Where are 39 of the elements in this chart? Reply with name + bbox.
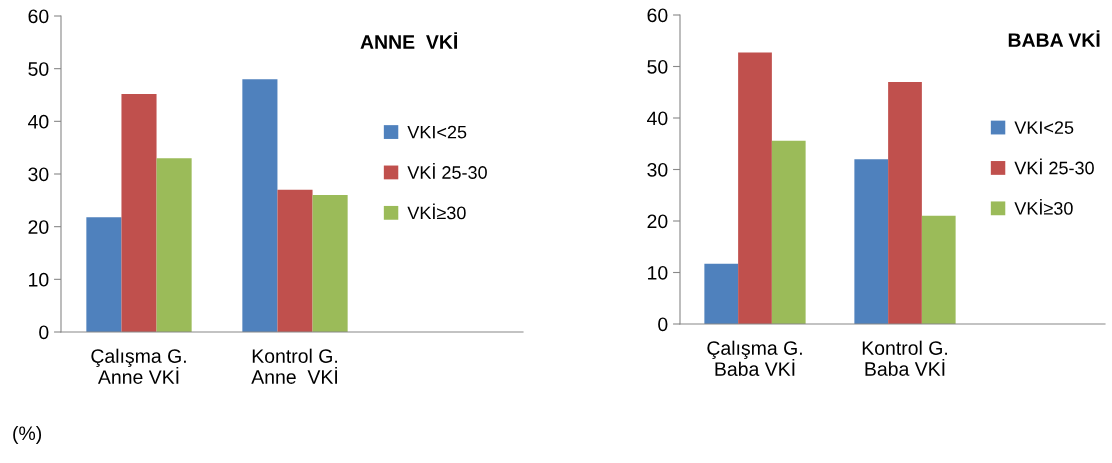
legend-label: VKI<25 (407, 125, 467, 139)
bar (888, 81, 922, 324)
y-tick-label: 50 (647, 59, 668, 74)
x-tick-label: Kontrol G. Anne VKİ (251, 348, 337, 384)
y-tick-label: 0 (39, 325, 49, 340)
bar (277, 189, 313, 332)
legend-label: VKİ≥30 (1014, 199, 1073, 215)
legend-label: VKİ≥30 (407, 203, 466, 220)
bar (86, 217, 122, 332)
legend-label: VKİ 25-30 (407, 163, 487, 179)
y-tick-label: 40 (647, 111, 668, 126)
y-tick-label: 20 (647, 214, 668, 229)
y-tick-label: 10 (648, 265, 668, 280)
bar (738, 52, 772, 324)
y-tick-label: 30 (647, 162, 668, 177)
bar (312, 195, 348, 332)
legend-label: VKI<25 (1014, 121, 1074, 134)
text: (%) (13, 425, 42, 445)
y-tick-label: 60 (647, 8, 668, 23)
y-tick-label: 40 (28, 114, 49, 129)
x-tick-label: Çalışma G. Baba VKİ (707, 340, 802, 376)
bar (121, 93, 157, 332)
y-tick-label: 10 (29, 272, 49, 287)
bar (921, 215, 956, 324)
x-tick-label: Çalışma G. Anne VKİ (91, 348, 186, 384)
y-tick-label: 20 (28, 220, 49, 234)
bar (242, 79, 278, 332)
text: ANNE VKİ (360, 32, 458, 49)
bar (854, 159, 889, 324)
y-tick-label: 50 (28, 62, 49, 76)
bar (156, 158, 192, 332)
y-tick-label: 0 (658, 317, 668, 332)
x-tick-label: Kontrol G. Baba VKİ (862, 340, 947, 376)
y-tick-label: 30 (28, 167, 49, 182)
bar (771, 140, 806, 324)
bar (704, 263, 739, 324)
text: BABA VKİ (1008, 30, 1100, 47)
y-tick-label: 60 (28, 9, 49, 24)
legend-label: VKİ 25-30 (1014, 158, 1094, 175)
